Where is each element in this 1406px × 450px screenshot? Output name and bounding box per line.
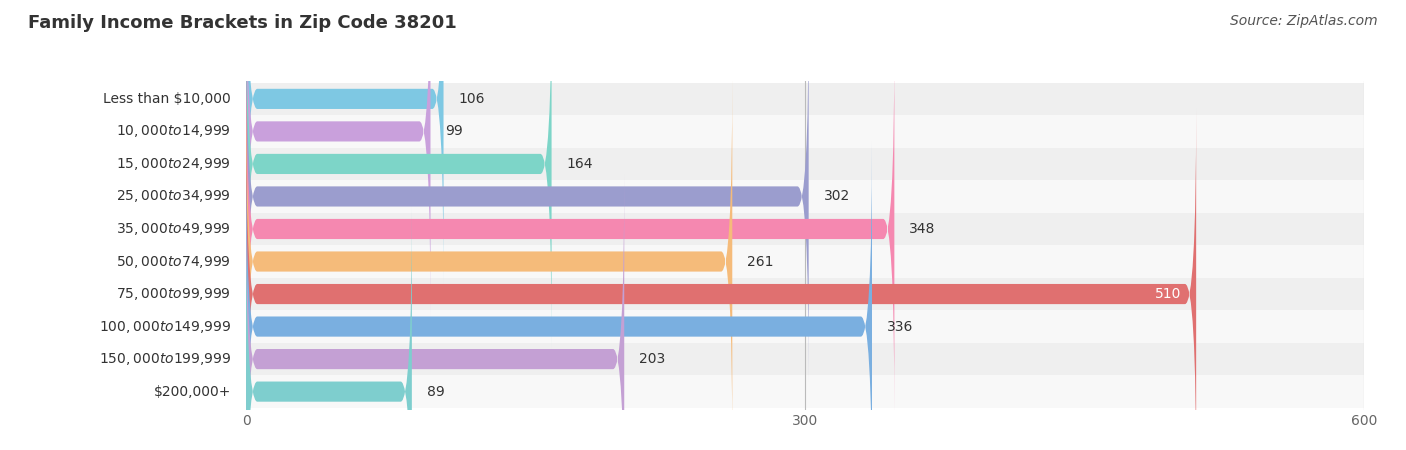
Text: 348: 348 [910, 222, 935, 236]
Bar [0, 375, 1406, 408]
Text: $50,000 to $74,999: $50,000 to $74,999 [117, 253, 231, 270]
FancyBboxPatch shape [246, 207, 412, 450]
FancyBboxPatch shape [246, 174, 624, 450]
Text: 261: 261 [747, 255, 773, 269]
Text: 302: 302 [824, 189, 849, 203]
FancyBboxPatch shape [246, 0, 551, 349]
Bar [0, 115, 1406, 148]
Text: $150,000 to $199,999: $150,000 to $199,999 [98, 351, 231, 367]
Text: Family Income Brackets in Zip Code 38201: Family Income Brackets in Zip Code 38201 [28, 14, 457, 32]
Text: 106: 106 [458, 92, 485, 106]
Bar [0, 245, 1406, 278]
Text: $75,000 to $99,999: $75,000 to $99,999 [117, 286, 231, 302]
FancyBboxPatch shape [246, 11, 808, 382]
Text: 510: 510 [1154, 287, 1181, 301]
Text: $100,000 to $149,999: $100,000 to $149,999 [98, 319, 231, 334]
FancyBboxPatch shape [246, 44, 894, 414]
Bar [0, 148, 1406, 180]
Text: $15,000 to $24,999: $15,000 to $24,999 [117, 156, 231, 172]
FancyBboxPatch shape [246, 109, 1197, 450]
Bar [0, 278, 1406, 310]
Text: $25,000 to $34,999: $25,000 to $34,999 [117, 189, 231, 204]
Text: $200,000+: $200,000+ [153, 385, 231, 399]
FancyBboxPatch shape [246, 0, 430, 316]
Text: 203: 203 [640, 352, 665, 366]
Bar [0, 180, 1406, 213]
Text: 164: 164 [567, 157, 593, 171]
Bar [0, 310, 1406, 343]
Text: $35,000 to $49,999: $35,000 to $49,999 [117, 221, 231, 237]
Bar [0, 83, 1406, 115]
Bar [0, 213, 1406, 245]
FancyBboxPatch shape [246, 0, 443, 284]
Text: Less than $10,000: Less than $10,000 [104, 92, 231, 106]
Text: $10,000 to $14,999: $10,000 to $14,999 [117, 123, 231, 140]
Text: 99: 99 [446, 124, 463, 139]
Text: Source: ZipAtlas.com: Source: ZipAtlas.com [1230, 14, 1378, 27]
FancyBboxPatch shape [246, 76, 733, 446]
FancyBboxPatch shape [246, 141, 872, 450]
Text: 89: 89 [427, 385, 444, 399]
Bar [0, 343, 1406, 375]
Text: 336: 336 [887, 320, 914, 333]
